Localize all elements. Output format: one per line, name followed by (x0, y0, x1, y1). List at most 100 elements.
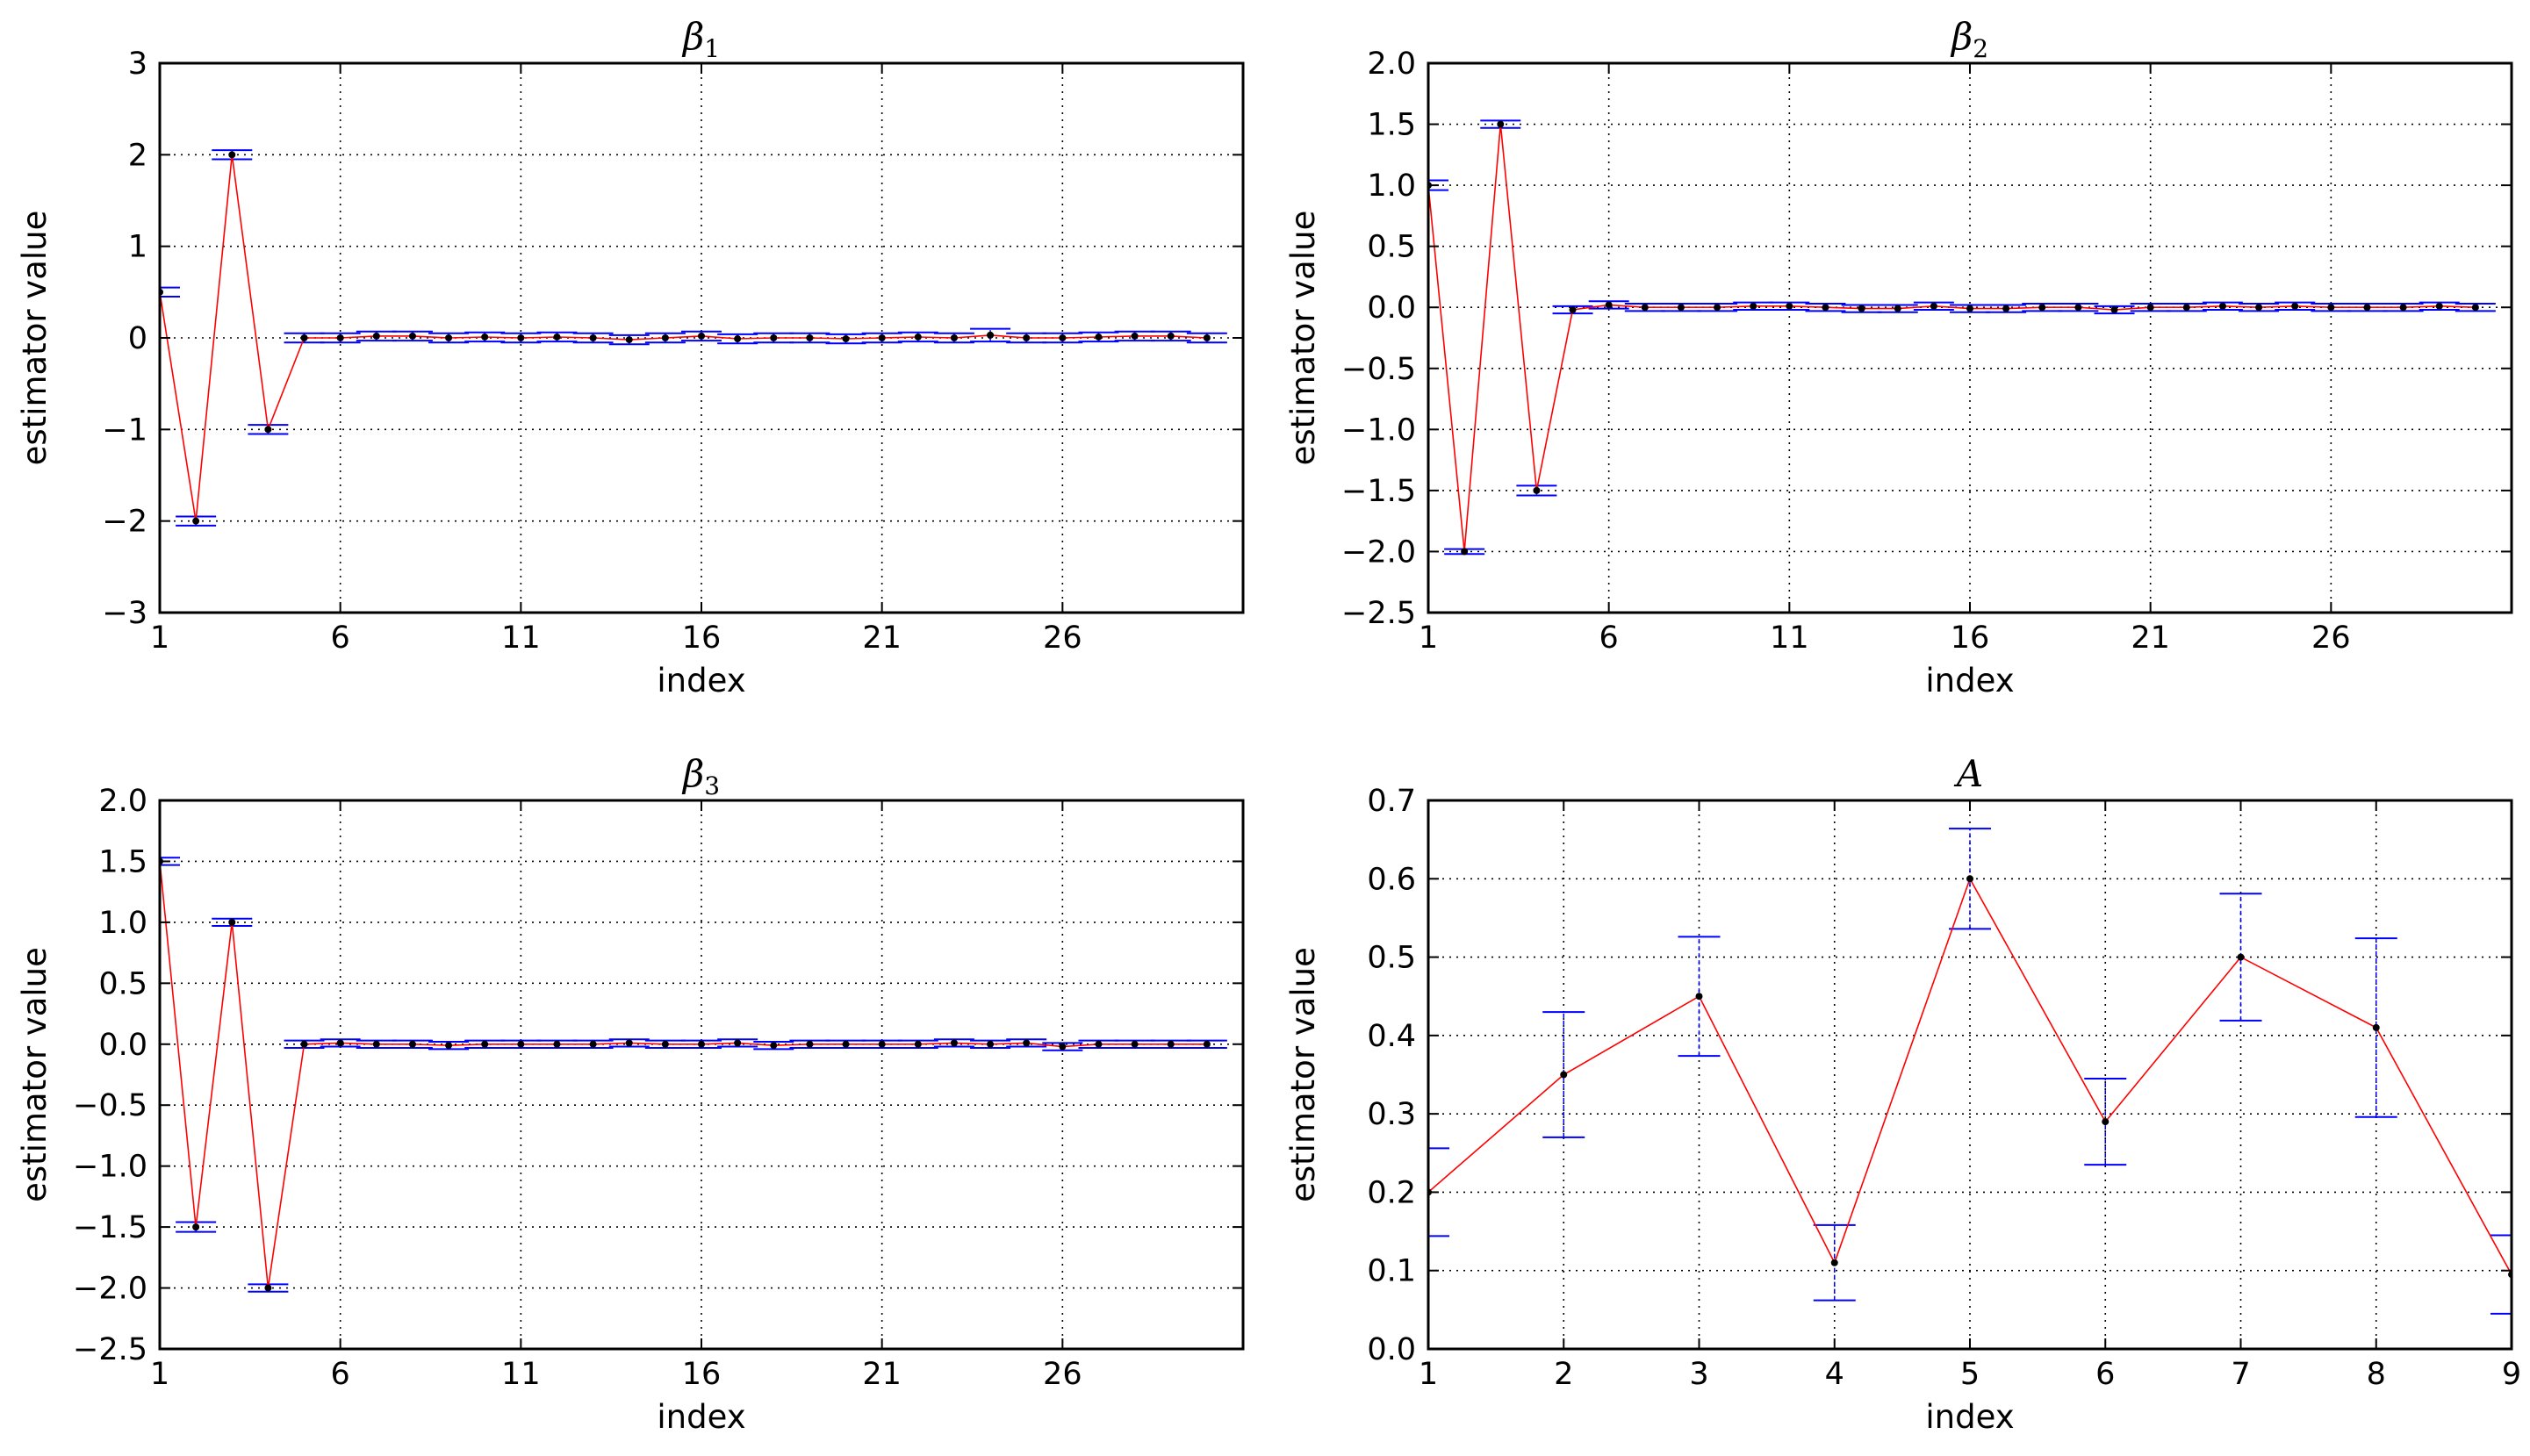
x-tick-label: 11 (1770, 620, 1809, 656)
data-point (481, 333, 489, 341)
data-point (408, 1040, 416, 1048)
y-tick-label: −1.5 (73, 1210, 147, 1245)
chart-panel-4: 1 2 3 4 5 6 7 8 9 0.0 0.1 0.2 0.3 0.4 0.5 0.6 0.7 index es… (1284, 752, 2521, 1436)
y-tick-label: 0.0 (1367, 1332, 1416, 1367)
data-point (1131, 332, 1139, 340)
y-tick-label: 1 (128, 230, 147, 265)
y-tick-label: −1.0 (1341, 412, 1416, 448)
x-tick-label: 16 (682, 1357, 722, 1392)
data-point (300, 334, 308, 341)
data-point (2291, 302, 2299, 310)
y-tick-label: −2.0 (1341, 534, 1416, 570)
x-tick-label: 26 (1043, 620, 1082, 656)
chart-title-base: β (1950, 15, 1973, 58)
data-point (2146, 304, 2154, 312)
x-axis-label: index (1925, 1398, 2014, 1436)
y-tick-label: 0.0 (1367, 290, 1416, 326)
y-tick-label: −3 (102, 596, 147, 631)
x-tick-label: 21 (862, 620, 902, 656)
data-point (987, 1040, 995, 1048)
x-tick-label: 6 (331, 620, 350, 656)
data-point (2002, 305, 2010, 312)
series-line (1428, 124, 2476, 552)
y-tick-label: −1.0 (73, 1150, 147, 1185)
data-point (1822, 304, 1829, 312)
data-point (1095, 333, 1103, 341)
chart-title: β1 (681, 15, 720, 63)
data-point (445, 334, 453, 341)
y-axis-label: estimator value (1284, 947, 1322, 1202)
data-point (372, 332, 380, 340)
data-point (408, 332, 416, 340)
data-layer (160, 149, 1227, 527)
x-axis-label: index (1925, 662, 2014, 699)
data-point (2182, 304, 2190, 312)
data-layer (1428, 119, 2496, 556)
data-point (2218, 302, 2226, 310)
data-point (445, 1042, 453, 1050)
data-point (1059, 334, 1067, 341)
chart-title-base: β (681, 752, 704, 795)
data-point (1095, 1040, 1103, 1048)
data-point (950, 334, 958, 341)
data-point (1641, 304, 1649, 312)
y-tick-label: −1 (102, 412, 147, 448)
data-point (192, 517, 200, 525)
x-tick-label: 11 (501, 620, 541, 656)
data-point (228, 151, 236, 159)
data-point (806, 334, 814, 341)
x-tick-label: 5 (1960, 1357, 1980, 1392)
data-point (481, 1040, 489, 1048)
data-point (1497, 120, 1505, 128)
y-tick-label: 1.0 (98, 906, 147, 941)
y-tick-label: −1.5 (1341, 474, 1416, 509)
data-point (336, 1039, 344, 1047)
y-tick-label: 0.4 (1367, 1019, 1416, 1054)
data-point (1786, 302, 1793, 310)
y-tick-label: −0.5 (73, 1088, 147, 1123)
y-tick-label: 2.0 (1367, 47, 1416, 82)
y-tick-label: 0 (128, 321, 147, 356)
data-point (589, 334, 597, 341)
chart-panel-3: 1 6 11 16 21 26−2.5−2.0−1.5−1.0−0.50.00.51.01… (16, 752, 1245, 1436)
data-point (1569, 306, 1577, 314)
data-point (1533, 486, 1541, 494)
data-point (878, 334, 886, 341)
chart-title-subscript: 2 (1973, 34, 1988, 63)
chart-title-subscript: 3 (704, 771, 720, 800)
data-point (2363, 304, 2371, 312)
data-point (300, 1040, 308, 1048)
y-tick-label: 1.0 (1367, 169, 1416, 204)
x-axis-label: index (657, 662, 745, 699)
data-point (1203, 334, 1211, 341)
data-point (192, 1223, 200, 1231)
y-tick-label: 0.3 (1367, 1097, 1416, 1132)
data-point (1966, 875, 1973, 883)
data-point (264, 426, 272, 434)
series-line (160, 861, 1207, 1288)
data-point (950, 1039, 958, 1047)
data-point (2237, 953, 2245, 961)
y-axis-label: estimator value (16, 947, 54, 1202)
x-tick-label: 16 (1951, 620, 1990, 656)
data-point (734, 1039, 742, 1047)
data-layer (1428, 828, 2512, 1315)
series-line (160, 154, 1207, 521)
y-axis-label: estimator value (16, 211, 54, 466)
data-point (625, 1039, 633, 1047)
x-tick-label: 3 (1689, 1357, 1708, 1392)
data-point (1605, 301, 1613, 309)
data-point (2110, 306, 2118, 314)
x-tick-label: 2 (1554, 1357, 1573, 1392)
chart-panel-2: 1 6 11 16 21 26−2.5−2.0−1.5−1.0−0.50.00.51.01… (1284, 15, 2513, 699)
data-point (1966, 305, 1973, 312)
data-point (2372, 1023, 2380, 1031)
y-tick-label: 3 (128, 47, 147, 82)
data-point (734, 335, 742, 343)
y-tick-label: −2.0 (73, 1272, 147, 1307)
y-tick-label: 0.5 (1367, 230, 1416, 265)
data-point (1930, 302, 1937, 310)
x-tick-label: 8 (2367, 1357, 2386, 1392)
chart-title: A (1953, 752, 1983, 795)
